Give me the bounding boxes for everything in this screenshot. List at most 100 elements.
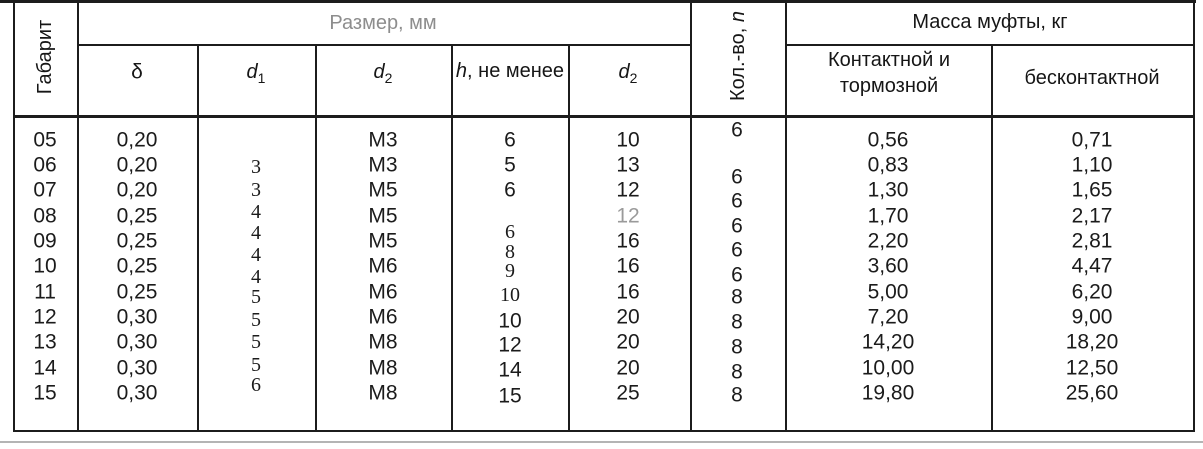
qty-label: Кол.-во, bbox=[727, 22, 749, 101]
table-cell-d2_thread: M8 bbox=[368, 381, 398, 405]
h-label-rest: , не менее bbox=[467, 60, 565, 82]
table-cell-d2: 12 bbox=[616, 178, 640, 202]
table-cell-d1: 5 bbox=[251, 331, 261, 353]
table-cell-h: 15 bbox=[498, 384, 522, 408]
table-cell-qty: 8 bbox=[731, 285, 743, 309]
table-cell-d2_thread: M3 bbox=[368, 128, 398, 152]
table-cell-delta: 0,30 bbox=[116, 330, 158, 354]
table-cell-mass_contactless: 18,20 bbox=[1065, 330, 1119, 354]
table-cell-qty: 6 bbox=[731, 263, 743, 287]
table-cell-mass_contact: 1,70 bbox=[867, 204, 909, 228]
table-cell-qty: 8 bbox=[731, 310, 743, 334]
table-cell-mass_contact: 3,60 bbox=[867, 254, 909, 278]
d2a-subscript: 2 bbox=[384, 70, 393, 86]
table-cell-h: 14 bbox=[498, 358, 522, 382]
table-cell-gabarit: 05 bbox=[33, 128, 57, 152]
table-border-col-d2a bbox=[315, 44, 317, 432]
table-cell-qty: 8 bbox=[731, 335, 743, 359]
table-cell-mass_contact: 1,30 bbox=[867, 178, 909, 202]
table-cell-mass_contactless: 12,50 bbox=[1065, 356, 1119, 380]
table-cell-h: 8 bbox=[505, 241, 515, 263]
table-cell-delta: 0,30 bbox=[116, 305, 158, 329]
table-cell-d2: 20 bbox=[616, 330, 640, 354]
table-cell-d2_thread: M8 bbox=[368, 330, 398, 354]
d2b-subscript: 2 bbox=[629, 70, 638, 86]
table-cell-gabarit: 10 bbox=[33, 254, 57, 278]
column-header-delta: δ bbox=[131, 60, 143, 84]
table-header-separator bbox=[13, 115, 1195, 118]
table-cell-mass_contactless: 1,65 bbox=[1071, 178, 1113, 202]
table-cell-mass_contact: 19,80 bbox=[861, 381, 915, 405]
table-cell-h: 9 bbox=[505, 260, 515, 282]
table-cell-d1: 4 bbox=[251, 222, 261, 244]
table-cell-mass_contact: 0,83 bbox=[867, 153, 909, 177]
table-border-right bbox=[1193, 2, 1195, 432]
table-cell-mass_contact: 5,00 bbox=[867, 280, 909, 304]
table-border-qty-left bbox=[690, 2, 692, 432]
table-cell-d1: 3 bbox=[251, 179, 261, 201]
table-cell-d2: 25 bbox=[616, 381, 640, 405]
table-border-col-d2b bbox=[568, 44, 570, 432]
table-cell-d1: 5 bbox=[251, 354, 261, 376]
table-cell-gabarit: 07 bbox=[33, 178, 57, 202]
table-cell-mass_contactless: 1,10 bbox=[1071, 153, 1113, 177]
table-border-col-h bbox=[451, 44, 453, 432]
table-cell-delta: 0,20 bbox=[116, 178, 158, 202]
table-border-left bbox=[13, 2, 15, 432]
d2b-symbol: d bbox=[618, 61, 630, 83]
d2a-symbol: d bbox=[373, 61, 385, 83]
table-cell-gabarit: 12 bbox=[33, 305, 57, 329]
table-cell-mass_contactless: 6,20 bbox=[1071, 280, 1113, 304]
d1-symbol: d bbox=[246, 61, 258, 83]
page-bottom-rule bbox=[0, 441, 1203, 443]
table-cell-qty: 6 bbox=[731, 238, 743, 262]
table-bottom-border bbox=[13, 430, 1195, 432]
table-cell-gabarit: 11 bbox=[34, 280, 56, 304]
table-cell-d1: 4 bbox=[251, 201, 261, 223]
table-cell-gabarit: 14 bbox=[33, 356, 57, 380]
table-cell-qty: 6 bbox=[731, 118, 743, 142]
group-header-size: Размер, мм bbox=[329, 12, 437, 34]
table-cell-gabarit: 06 bbox=[33, 153, 57, 177]
table-cell-d2_thread: M3 bbox=[368, 153, 398, 177]
table-cell-d2: 12 bbox=[616, 204, 640, 228]
table-cell-d2_thread: M6 bbox=[368, 254, 398, 278]
table-cell-d2: 20 bbox=[616, 305, 640, 329]
table-cell-d2: 10 bbox=[616, 128, 640, 152]
table-cell-d1: 4 bbox=[251, 266, 261, 288]
table-cell-d2_thread: M6 bbox=[368, 280, 398, 304]
table-cell-gabarit: 13 bbox=[33, 330, 57, 354]
table-border-gabarit bbox=[77, 2, 79, 432]
table-cell-h: 6 bbox=[504, 128, 516, 152]
table-cell-d2: 20 bbox=[616, 356, 640, 380]
column-header-d1: d1 bbox=[247, 59, 266, 85]
table-border-col-d1 bbox=[197, 44, 199, 432]
column-header-qty: Кол.-во, n bbox=[725, 11, 751, 101]
group-header-mass: Масса муфты, кг bbox=[912, 11, 1068, 33]
table-cell-d2_thread: M8 bbox=[368, 356, 398, 380]
column-header-mass-contact: Контактной и тормозной bbox=[827, 49, 951, 97]
table-cell-mass_contactless: 2,17 bbox=[1071, 204, 1113, 228]
table-cell-mass_contactless: 9,00 bbox=[1071, 305, 1113, 329]
table-cell-h: 6 bbox=[505, 221, 515, 243]
table-cell-qty: 6 bbox=[731, 214, 743, 238]
table-cell-gabarit: 08 bbox=[33, 204, 57, 228]
table-cell-mass_contact: 2,20 bbox=[867, 229, 909, 253]
table-cell-qty: 6 bbox=[731, 189, 743, 213]
table-cell-mass_contact: 14,20 bbox=[861, 330, 915, 354]
table-cell-mass_contact: 10,00 bbox=[861, 356, 915, 380]
table-cell-h: 10 bbox=[500, 284, 520, 306]
table-cell-gabarit: 09 bbox=[33, 229, 57, 253]
table-cell-delta: 0,20 bbox=[116, 153, 158, 177]
table-cell-d2_thread: M6 bbox=[368, 305, 398, 329]
table-cell-gabarit: 15 bbox=[33, 381, 57, 405]
table-cell-h: 10 bbox=[498, 309, 522, 333]
d1-subscript: 1 bbox=[257, 70, 266, 86]
column-header-gabarit: Габарит bbox=[34, 19, 56, 95]
column-header-d2a: d2 bbox=[374, 59, 393, 85]
table-cell-delta: 0,20 bbox=[116, 128, 158, 152]
table-cell-mass_contactless: 0,71 bbox=[1071, 128, 1113, 152]
table-cell-delta: 0,25 bbox=[116, 204, 158, 228]
table-cell-d1: 6 bbox=[251, 374, 261, 396]
